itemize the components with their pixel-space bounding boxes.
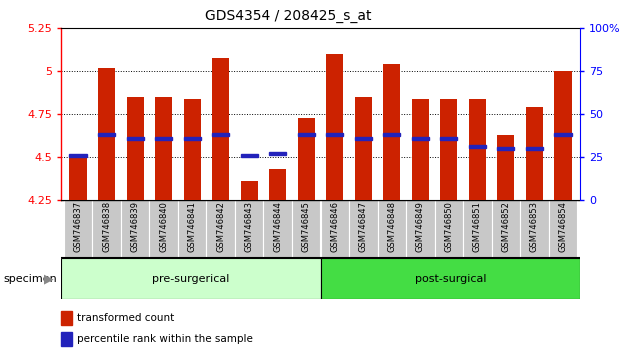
- Bar: [61, 312, 72, 325]
- Bar: [440, 137, 458, 140]
- Bar: [520, 200, 549, 258]
- Bar: [61, 258, 320, 299]
- Bar: [326, 54, 344, 200]
- Text: GSM746851: GSM746851: [473, 201, 482, 252]
- Bar: [155, 97, 172, 200]
- Text: GSM746840: GSM746840: [159, 201, 168, 252]
- Text: GSM746839: GSM746839: [131, 201, 140, 252]
- Text: transformed count: transformed count: [77, 313, 174, 323]
- Bar: [69, 154, 87, 157]
- Bar: [440, 99, 458, 200]
- Bar: [155, 137, 172, 140]
- Bar: [354, 137, 372, 140]
- Bar: [212, 57, 229, 200]
- Bar: [212, 133, 229, 136]
- Bar: [183, 99, 201, 200]
- Bar: [126, 137, 144, 140]
- Bar: [69, 155, 87, 200]
- Bar: [497, 135, 515, 200]
- Bar: [383, 133, 401, 136]
- Text: GSM746852: GSM746852: [501, 201, 510, 252]
- Bar: [63, 200, 92, 258]
- Bar: [297, 133, 315, 136]
- Bar: [554, 133, 572, 136]
- Text: GSM746854: GSM746854: [558, 201, 567, 252]
- Bar: [469, 145, 486, 148]
- Text: GSM746847: GSM746847: [359, 201, 368, 252]
- Bar: [463, 200, 492, 258]
- Text: GSM746843: GSM746843: [245, 201, 254, 252]
- Bar: [326, 133, 344, 136]
- Bar: [349, 200, 378, 258]
- Bar: [92, 200, 121, 258]
- Bar: [297, 118, 315, 200]
- Text: GSM746850: GSM746850: [444, 201, 453, 252]
- Text: GSM746846: GSM746846: [330, 201, 339, 252]
- Text: GDS4354 / 208425_s_at: GDS4354 / 208425_s_at: [205, 9, 372, 23]
- Bar: [149, 200, 178, 258]
- Bar: [269, 169, 287, 200]
- Text: GSM746853: GSM746853: [530, 201, 539, 252]
- Bar: [178, 200, 206, 258]
- Text: specimen: specimen: [3, 274, 57, 284]
- Text: pre-surgerical: pre-surgerical: [152, 274, 229, 284]
- Bar: [121, 200, 149, 258]
- Text: GSM746844: GSM746844: [273, 201, 282, 252]
- Bar: [383, 64, 401, 200]
- Bar: [320, 258, 580, 299]
- Text: GSM746848: GSM746848: [387, 201, 396, 252]
- Bar: [98, 133, 115, 136]
- Text: GSM746838: GSM746838: [102, 201, 111, 252]
- Bar: [497, 147, 515, 150]
- Bar: [235, 200, 263, 258]
- Text: GSM746845: GSM746845: [302, 201, 311, 252]
- Bar: [469, 99, 486, 200]
- Bar: [549, 200, 578, 258]
- Bar: [412, 99, 429, 200]
- Bar: [526, 147, 543, 150]
- Text: GSM746849: GSM746849: [416, 201, 425, 252]
- Bar: [240, 154, 258, 157]
- Text: GSM746842: GSM746842: [216, 201, 225, 252]
- Bar: [492, 200, 520, 258]
- Bar: [292, 200, 320, 258]
- Bar: [240, 181, 258, 200]
- Bar: [378, 200, 406, 258]
- Text: percentile rank within the sample: percentile rank within the sample: [77, 334, 253, 344]
- Bar: [61, 332, 72, 346]
- Bar: [263, 200, 292, 258]
- Text: ▶: ▶: [44, 272, 53, 285]
- Bar: [269, 152, 287, 155]
- Bar: [412, 137, 429, 140]
- Text: post-surgical: post-surgical: [415, 274, 486, 284]
- Text: GSM746841: GSM746841: [188, 201, 197, 252]
- Bar: [126, 97, 144, 200]
- Bar: [554, 71, 572, 200]
- Text: GSM746837: GSM746837: [74, 201, 83, 252]
- Bar: [435, 200, 463, 258]
- Bar: [98, 68, 115, 200]
- Bar: [320, 200, 349, 258]
- Bar: [206, 200, 235, 258]
- Bar: [354, 97, 372, 200]
- Bar: [406, 200, 435, 258]
- Bar: [526, 107, 543, 200]
- Bar: [183, 137, 201, 140]
